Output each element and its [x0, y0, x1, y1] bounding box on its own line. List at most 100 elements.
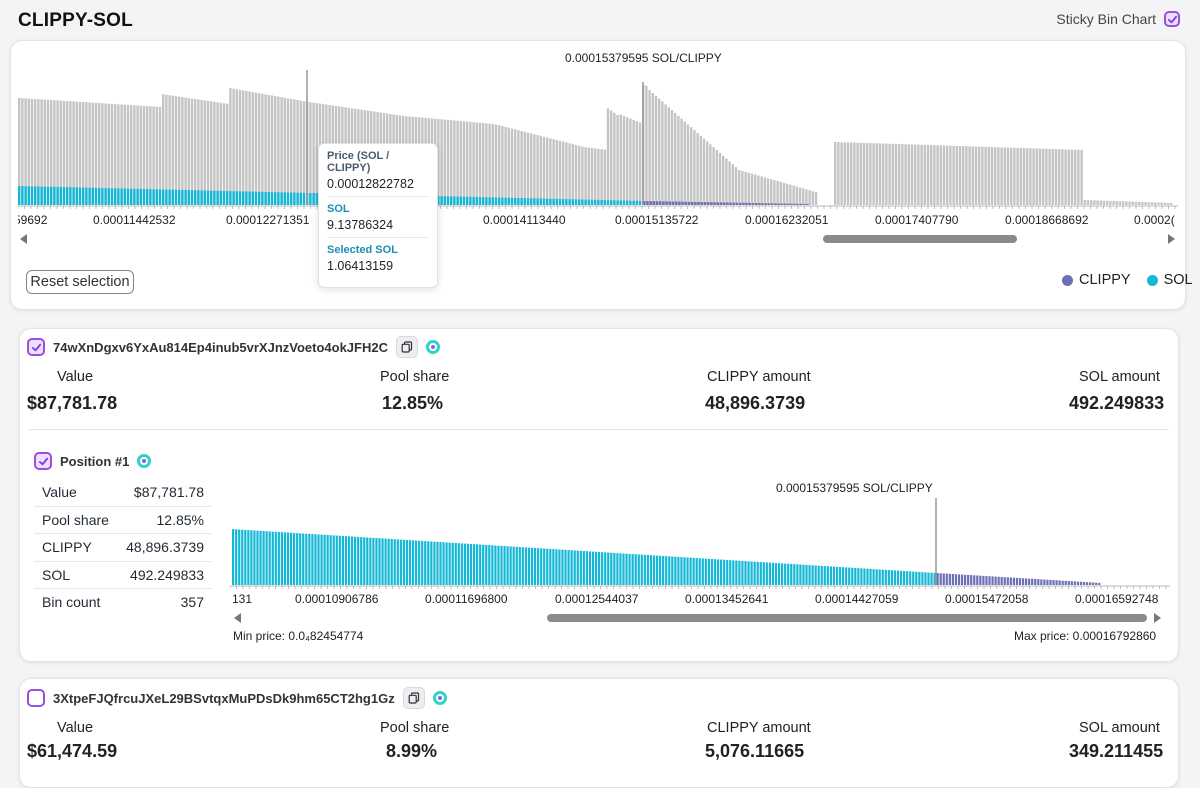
liquidity-bin-chart[interactable]: 596920.000114425320.0001227135140.000141… [18, 60, 1180, 232]
sol-bar [317, 534, 320, 585]
position-1-checkbox[interactable] [34, 452, 52, 470]
position-value-label: Value [34, 479, 118, 507]
sticky-bin-checkbox[interactable] [1164, 11, 1180, 27]
explorer-link-icon[interactable] [432, 691, 447, 705]
clippy-bar [994, 576, 997, 585]
sol-bar [662, 555, 665, 585]
liquidity-bar [1022, 148, 1026, 205]
sol-bar [123, 188, 126, 205]
liquidity-bar [760, 176, 763, 205]
liquidity-bar [88, 102, 91, 205]
position-clippy: 48,896.3739 [117, 533, 212, 562]
liquidity-bar [450, 120, 453, 205]
sol-bar [857, 568, 860, 585]
sol-bar [643, 554, 646, 585]
chart-scrollbar-thumb[interactable] [823, 235, 1017, 243]
sol-bar [503, 546, 506, 585]
sol-bar [369, 537, 372, 585]
sticky-bin-toggle[interactable]: Sticky Bin Chart [1056, 11, 1180, 27]
liquidity-bar [494, 124, 498, 205]
liquidity-bar [238, 89, 242, 205]
explorer-link-icon[interactable] [426, 340, 440, 354]
liquidity-bar [690, 127, 693, 205]
chart-scroll-right-icon[interactable] [1168, 234, 1175, 244]
sol-bar [332, 535, 335, 585]
position-value: $87,781.78 [117, 479, 212, 507]
sol-bar [906, 571, 909, 585]
copy-address-button[interactable] [396, 336, 418, 358]
sol-bar [866, 568, 869, 585]
liquidity-bar [616, 114, 619, 205]
sol-bar [110, 188, 114, 205]
liquidity-bar [693, 130, 696, 205]
reset-selection-button[interactable]: Reset selection [26, 270, 134, 294]
position-scrollbar-thumb[interactable] [547, 614, 1147, 622]
liquidity-bar [210, 101, 213, 205]
sol-bar [53, 186, 56, 205]
clippy-bar [707, 202, 710, 205]
sol-bar [347, 536, 351, 585]
sol-bar [408, 540, 412, 585]
liquidity-bar [149, 106, 152, 205]
sol-bar [94, 187, 98, 205]
sol-bar [488, 545, 491, 585]
position-scroll-left-icon[interactable] [234, 613, 241, 623]
pool-1-checkbox[interactable] [27, 338, 45, 356]
liquidity-bar [46, 99, 50, 205]
sol-bar [863, 568, 866, 585]
liquidity-bar [59, 100, 62, 205]
liquidity-bar [546, 137, 549, 205]
liquidity-bar [1045, 148, 1048, 205]
liquidity-bar [72, 101, 75, 205]
liquidity-bar [779, 181, 782, 205]
sol-bar [222, 190, 226, 205]
liquidity-bar [1150, 202, 1154, 205]
sol-bar [213, 190, 216, 205]
sol-bar [265, 531, 268, 585]
position-scroll-right-icon[interactable] [1154, 613, 1161, 623]
sol-bar [390, 539, 393, 585]
liquidity-bar [770, 179, 773, 205]
copy-address-button[interactable] [402, 687, 425, 709]
x-tick-label: 0.00015472058 [945, 592, 1029, 606]
sol-bar [475, 196, 478, 205]
sol-bar [488, 197, 491, 205]
chart-scroll-left-icon[interactable] [20, 234, 27, 244]
sol-bar [713, 559, 717, 585]
liquidity-bar [994, 147, 997, 205]
sol-bar [587, 199, 590, 205]
liquidity-bar [626, 117, 629, 205]
clippy-bar [1021, 578, 1025, 585]
liquidity-bar [1102, 200, 1106, 205]
sol-bar [155, 189, 158, 205]
sol-bar [296, 533, 299, 585]
liquidity-bar [853, 142, 856, 205]
liquidity-bar [482, 123, 485, 205]
sol-bar [271, 531, 274, 585]
sol-bar [597, 199, 600, 205]
liquidity-bar [1131, 201, 1134, 205]
sol-bar [91, 187, 94, 205]
position-bin-chart[interactable]: 131 0.00010906786 0.00011696800 0.000125440… [230, 490, 1175, 610]
sol-bar [582, 551, 585, 585]
liquidity-bar [507, 127, 510, 205]
clippy-bar [729, 202, 732, 205]
sol-bar [523, 198, 526, 205]
sol-bar [546, 548, 549, 585]
liquidity-bar [965, 146, 968, 205]
liquidity-bar [786, 183, 789, 205]
explorer-link-icon[interactable] [137, 454, 152, 468]
sol-bar [692, 557, 695, 585]
sol-bar [518, 547, 521, 585]
liquidity-bar [978, 146, 981, 205]
liquidity-bar [296, 99, 299, 205]
sol-bar [274, 192, 277, 205]
pool-2-checkbox[interactable] [27, 689, 45, 707]
sol-bar [723, 559, 726, 585]
position-bin-count-label: Bin count [42, 594, 101, 611]
sol-bar [543, 548, 546, 585]
clippy-bar [997, 576, 1000, 585]
liquidity-bar [789, 184, 792, 205]
clippy-bar [771, 203, 774, 205]
sol-bar [254, 191, 258, 205]
